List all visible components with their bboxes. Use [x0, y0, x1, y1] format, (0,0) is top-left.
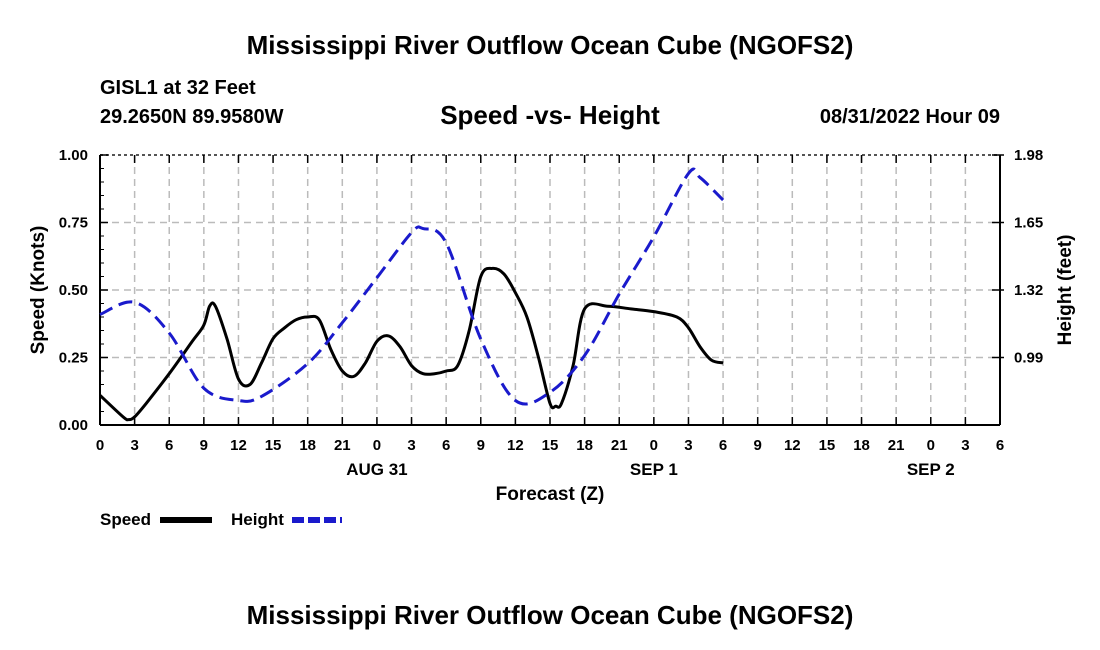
x-tick-label: 0 [96, 437, 104, 454]
y-left-tick-label: 1.00 [59, 147, 88, 164]
height-series-line [99, 167, 725, 406]
x-tick-label: 0 [373, 437, 381, 454]
x-tick-label: 21 [888, 437, 905, 454]
y-right-tick-label: 1.32 [1014, 282, 1043, 299]
x-tick-label: 3 [407, 437, 415, 454]
day-label: AUG 31 [346, 460, 407, 479]
series-lines [98, 167, 725, 422]
y-left-tick-label: 0.75 [59, 215, 88, 232]
x-tick-label: 18 [853, 437, 870, 454]
y-left-tick-label: 0.25 [59, 350, 88, 367]
x-tick-label: 18 [299, 437, 316, 454]
speed-height-chart: 0 3 6 9 12 15 18 21 0 3 6 9 12 15 18 21 0 3 6 9 12 15 18 21 0 3 6 0… [28, 147, 1076, 529]
y-right-tick-label: 0.99 [1014, 350, 1043, 367]
y-left-axis-title: Speed (Knots) [28, 226, 49, 355]
day-label: SEP 2 [907, 460, 955, 479]
chart-subtitle: Speed -vs- Height [440, 100, 660, 130]
y-left-tick-label: 0.50 [59, 282, 88, 299]
forecast-datetime: 08/31/2022 Hour 09 [819, 106, 1000, 128]
y-right-tick-label: 1.98 [1014, 147, 1043, 164]
legend: Speed Height [100, 510, 342, 529]
y-left-tick-label: 0.00 [59, 417, 88, 434]
x-tick-label: 15 [542, 437, 559, 454]
grid [100, 154, 1000, 425]
x-tick-label: 21 [611, 437, 628, 454]
x-tick-label: 6 [996, 437, 1004, 454]
x-tick-label: 15 [265, 437, 282, 454]
x-tick-label: 12 [230, 437, 247, 454]
x-tick-label: 9 [200, 437, 208, 454]
x-tick-label: 9 [477, 437, 485, 454]
x-tick-label: 6 [165, 437, 173, 454]
station-coordinates: 29.2650N 89.9580W [100, 106, 284, 128]
x-tick-label: 3 [961, 437, 969, 454]
chart-title: Mississippi River Outflow Ocean Cube (NG… [246, 30, 854, 60]
x-tick-label: 9 [754, 437, 762, 454]
x-tick-label: 12 [784, 437, 801, 454]
footer-title: Mississippi River Outflow Ocean Cube (NG… [246, 600, 854, 630]
speed-series-line [98, 266, 724, 422]
x-tick-label: 0 [927, 437, 935, 454]
x-tick-label: 3 [684, 437, 692, 454]
axes: 0 3 6 9 12 15 18 21 0 3 6 9 12 15 18 21 0 3 6 9 12 15 18 21 0 3 6 0… [28, 147, 1076, 505]
x-tick-label: 6 [719, 437, 727, 454]
x-tick-label: 12 [507, 437, 524, 454]
x-tick-label: 21 [334, 437, 351, 454]
x-tick-label: 18 [576, 437, 593, 454]
x-tick-label: 15 [819, 437, 836, 454]
station-label: GISL1 at 32 Feet [100, 77, 256, 99]
x-tick-label: 0 [650, 437, 658, 454]
x-tick-label: 6 [442, 437, 450, 454]
x-axis-title: Forecast (Z) [496, 484, 605, 505]
y-right-axis-title: Height (feet) [1055, 235, 1076, 346]
legend-label-speed: Speed [100, 510, 151, 529]
x-tick-label: 3 [130, 437, 138, 454]
legend-label-height: Height [231, 510, 284, 529]
y-right-tick-label: 1.65 [1014, 215, 1043, 232]
day-label: SEP 1 [630, 460, 678, 479]
